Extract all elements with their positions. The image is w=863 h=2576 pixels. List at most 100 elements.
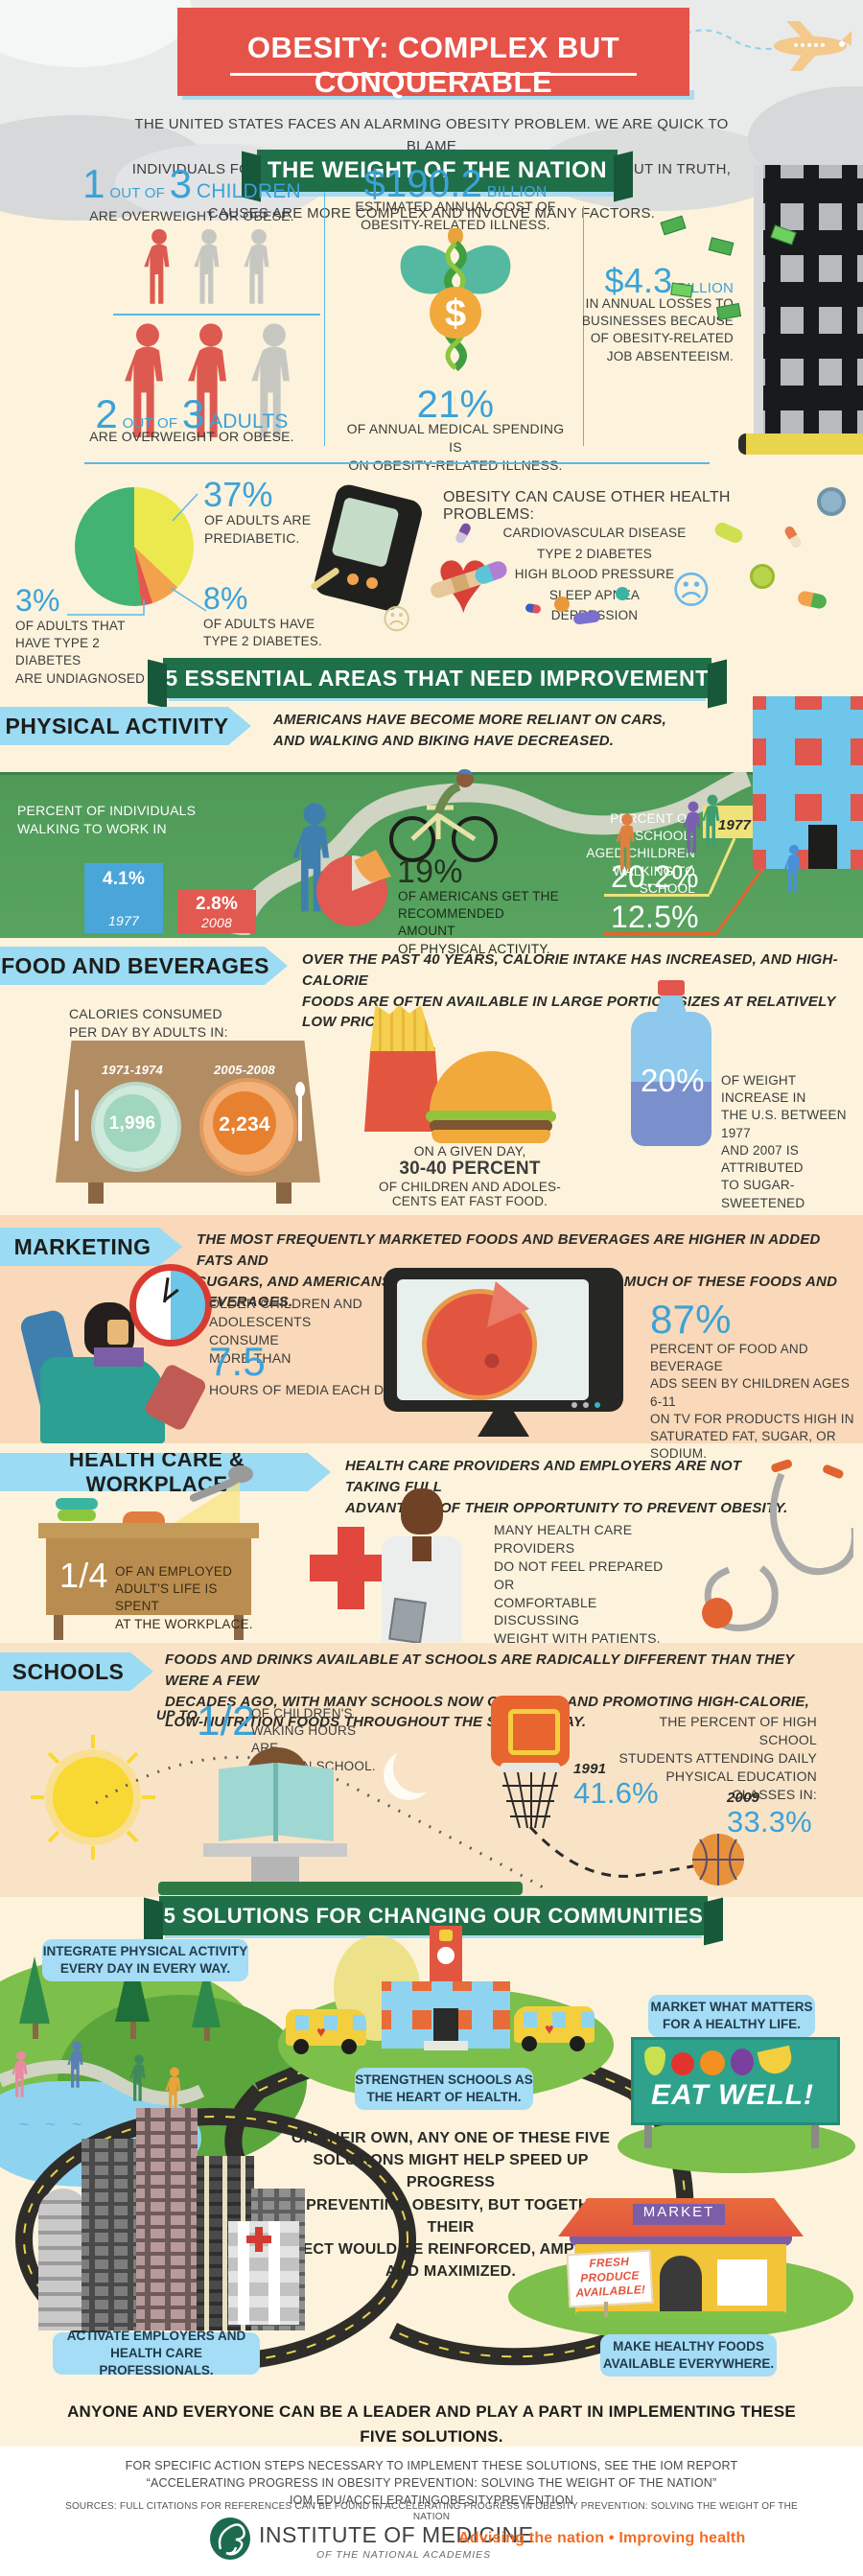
undiagnosed-value: 3%	[15, 583, 60, 618]
bus-wheel	[570, 2036, 585, 2051]
prediabetic-line: OF ADULTS ARE	[204, 512, 312, 527]
ray-lines	[31, 1735, 155, 1860]
red-cross-icon	[310, 1555, 392, 1581]
areas-ribbon-fold	[708, 659, 727, 709]
adults-stat: 2 OUT OF 3 ADULTS	[58, 391, 326, 437]
walk-label-line: PERCENT OF INDIVIDUALS	[17, 803, 197, 818]
bike-wheel	[389, 816, 435, 862]
bubble-line: HEALTH CARE PROFESSIONALS.	[99, 2345, 214, 2378]
pe-label: THE PERCENT OF HIGH SCHOOL STUDENTS ATTE…	[614, 1713, 817, 1803]
burger-lettuce	[426, 1111, 556, 1122]
school-label-line: AGED CHILDREN	[586, 846, 695, 861]
hcw-lead-line: ADVANTAGE OF THEIR OPPORTUNITY TO PREVEN…	[345, 1499, 788, 1516]
problem-item: TYPE 2 DIABETES	[536, 546, 653, 561]
bar-year: 1977	[108, 913, 139, 928]
quarter-caption: OF AN EMPLOYED ADULT'S LIFE IS SPENT AT …	[115, 1563, 254, 1633]
steth-earpiece	[771, 1460, 792, 1473]
sad-face-icon: ☹	[671, 570, 711, 612]
basketball-lines	[692, 1834, 744, 1885]
providers-caption: MANY HEALTH CARE PROVIDERS DO NOT FEEL P…	[494, 1521, 686, 1648]
connector	[708, 837, 736, 895]
school-child	[683, 801, 704, 856]
section-label-healthcare: HEALTH CARE & WORKPLACE	[0, 1453, 331, 1491]
adults-caption: ARE OVERWEIGHT OR OBESE.	[89, 429, 294, 444]
stat-divider-line	[113, 314, 320, 316]
t2d-caption: OF ADULTS HAVE TYPE 2 DIABETES.	[203, 616, 328, 650]
solution-bubble-1: INTEGRATE PHYSICAL ACTIVITY EVERY DAY IN…	[42, 1939, 248, 1981]
sugar-caption: OF WEIGHT INCREASE IN THE U.S. BETWEEN 1…	[721, 1072, 855, 1229]
doctor-collar	[412, 1536, 432, 1561]
media-line: ADOLESCENTS CONSUME	[209, 1313, 312, 1347]
desk-front	[46, 1538, 251, 1615]
pe-value-2009: 33.3%	[727, 1805, 812, 1838]
areas-banner-label: 5 ESSENTIAL AREAS THAT NEED IMPROVEMENT	[165, 665, 710, 691]
school-steps	[424, 2041, 468, 2050]
cost-unit: BILLION	[486, 184, 548, 200]
pe-value-1991: 41.6%	[573, 1776, 659, 1810]
footer-line: FOR SPECIFIC ACTION STEPS NECESSARY TO I…	[125, 2459, 738, 2472]
school-label-line: WALKING TO SCHOOL	[613, 863, 695, 896]
tower-clock	[437, 1947, 455, 1964]
column-divider	[583, 206, 584, 446]
books-icon	[58, 1510, 96, 1521]
tablet-icon	[750, 564, 775, 589]
table-leg	[276, 1183, 292, 1204]
billboard-grass	[618, 2119, 855, 2173]
books-icon	[56, 1498, 98, 1510]
stat-number: 2	[95, 391, 118, 436]
ads-caption: PERCENT OF FOOD AND BEVERAGE ADS SEEN BY…	[650, 1341, 856, 1464]
rec-value: 19%	[397, 854, 463, 890]
steth-tube	[770, 1472, 853, 1576]
plate-year-2: 2005-2008	[214, 1063, 275, 1077]
billboard-fruit-apple	[671, 2052, 694, 2075]
sugar-value: 20%	[641, 1063, 705, 1098]
bike-frame	[410, 805, 477, 842]
stat-text: OUT OF	[122, 415, 178, 432]
tv-led	[595, 1402, 600, 1408]
undiagnosed-line: OF ADULTS THAT	[15, 619, 126, 633]
bus-wheel	[293, 2039, 309, 2054]
fastfood-caption: ON A GIVEN DAY, 30-40 PERCENT OF CHILDRE…	[374, 1143, 566, 1208]
bar-year: 2008	[201, 915, 232, 930]
underline-yellow	[604, 894, 710, 897]
sun-icon	[53, 1757, 133, 1838]
page-title: OBESITY: COMPLEX BUT CONQUERABLE	[246, 31, 620, 99]
section-divider-line	[84, 462, 710, 464]
plane-windows	[794, 43, 825, 47]
stethoscope-icon	[702, 1460, 853, 1632]
column-divider	[324, 192, 325, 446]
pill-icon	[796, 590, 828, 610]
school-pct-1977: 20.2%	[611, 859, 699, 894]
flag-year: 1977	[717, 817, 752, 833]
section-label-text: HEALTH CARE & WORKPLACE	[68, 1447, 245, 1496]
money-bill-icon	[708, 237, 735, 256]
street-dashes	[746, 443, 859, 445]
half-value: 1/2	[197, 1698, 256, 1745]
calories-label: CALORIES CONSUMED PER DAY BY ADULTS IN:	[69, 1005, 242, 1042]
quarter-line: AT THE WORKPLACE.	[115, 1616, 253, 1631]
hcw-lead: HEALTH CARE PROVIDERS AND EMPLOYERS ARE …	[345, 1456, 796, 1518]
cost-value: $190.2	[363, 163, 483, 205]
market-sign-text: MARKET	[642, 2204, 715, 2220]
school-child	[784, 844, 804, 896]
dashed-path	[528, 1825, 728, 1878]
market-window	[717, 2260, 767, 2306]
center-line: ON THEIR OWN, ANY ONE OF THESE FIVE	[291, 2130, 611, 2146]
upto-label: UP TO	[156, 1707, 198, 1722]
sch-lead-line: FOODS AND DRINKS AVAILABLE AT SCHOOLS AR…	[165, 1651, 795, 1689]
bounce-path	[528, 1825, 728, 1878]
market-base-scallop	[575, 2311, 786, 2319]
pe-label-line: PHYSICAL EDUCATION CLASSES IN:	[665, 1768, 817, 1802]
sugar-line: OF WEIGHT INCREASE IN	[721, 1073, 806, 1106]
footer-sources: SOURCES: FULL CITATIONS FOR REFERENCES C…	[65, 2501, 798, 2522]
billboard-fruit-pear	[644, 2047, 665, 2075]
bus-heart: ♥	[545, 2022, 554, 2038]
rec-line: RECOMMENDED AMOUNT	[398, 906, 504, 939]
plane-icon	[774, 21, 851, 71]
bottle-cap	[658, 980, 685, 995]
logo-swirl	[218, 2523, 245, 2556]
sugar-line: AND 2007 IS ATTRIBUTED	[721, 1142, 804, 1176]
tv-viewer-shirt	[94, 1347, 144, 1367]
office-building	[754, 165, 863, 439]
losses-caption-line: BUSINESSES BECAUSE	[581, 314, 734, 329]
